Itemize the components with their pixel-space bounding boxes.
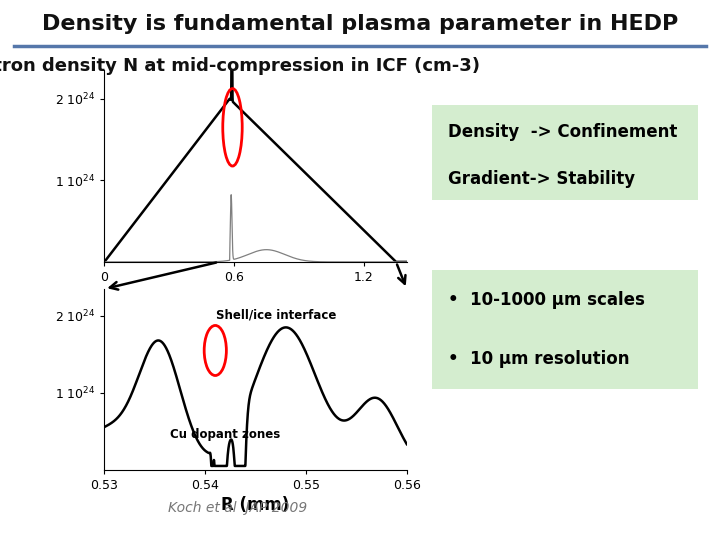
Text: Cu dopant zones: Cu dopant zones [170,428,281,441]
Text: Shell/ice interface: Shell/ice interface [215,308,336,321]
Text: Koch et al  JAP 2009: Koch et al JAP 2009 [168,501,307,515]
Text: •  10-1000 μm scales: • 10-1000 μm scales [448,291,645,309]
Text: Density  -> Confinement: Density -> Confinement [448,123,678,141]
Text: Gradient-> Stability: Gradient-> Stability [448,170,635,188]
Text: Density is fundamental plasma parameter in HEDP: Density is fundamental plasma parameter … [42,14,678,33]
Text: •  10 μm resolution: • 10 μm resolution [448,350,629,368]
X-axis label: R (mm): R (mm) [222,496,289,514]
Text: Electron density N at mid-compression in ICF (cm-3): Electron density N at mid-compression in… [0,57,480,75]
